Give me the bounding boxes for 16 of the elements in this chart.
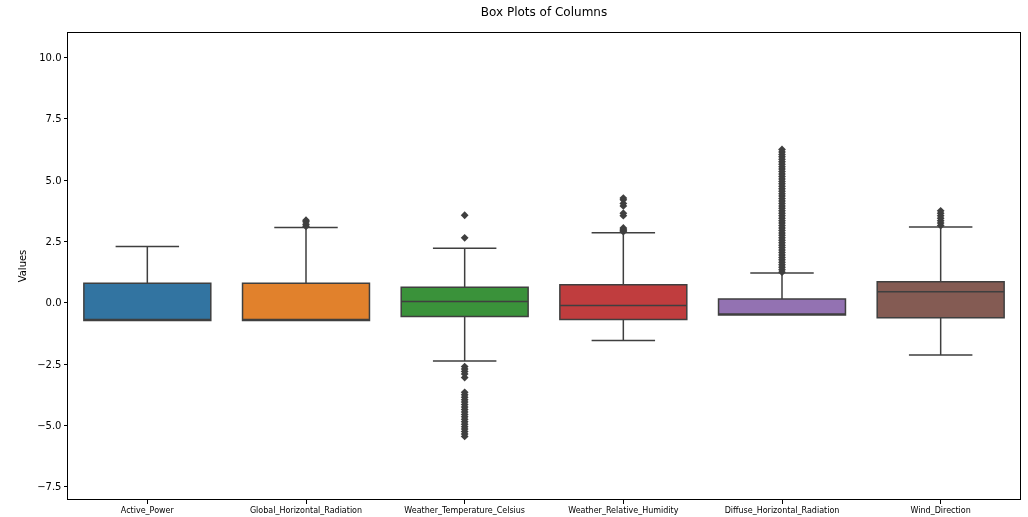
y-tick-label: 7.5 — [45, 113, 62, 125]
y-tick-label: −7.5 — [37, 481, 62, 493]
x-tick-label: Global_Horizontal_Radiation — [249, 506, 363, 516]
y-tick-label: −2.5 — [37, 358, 62, 370]
y-tick-label: 0.0 — [45, 297, 62, 309]
y-tick-label: −5.0 — [37, 419, 62, 431]
y-axis-title: Values — [17, 249, 29, 283]
y-tick-label: 5.0 — [45, 174, 62, 186]
x-tick-label: Diffuse_Horizontal_Radiation — [724, 506, 840, 516]
x-tick-label: Wind_Direction — [910, 506, 971, 516]
x-tick-label: Active_Power — [120, 506, 175, 516]
x-tick-label: Weather_Temperature_Celsius — [404, 506, 526, 516]
y-tick-label: 2.5 — [45, 235, 62, 247]
chart-title: Box Plots of Columns — [480, 5, 608, 20]
x-tick-label: Weather_Relative_Humidity — [568, 506, 679, 516]
y-tick-label: 10.0 — [39, 52, 62, 64]
